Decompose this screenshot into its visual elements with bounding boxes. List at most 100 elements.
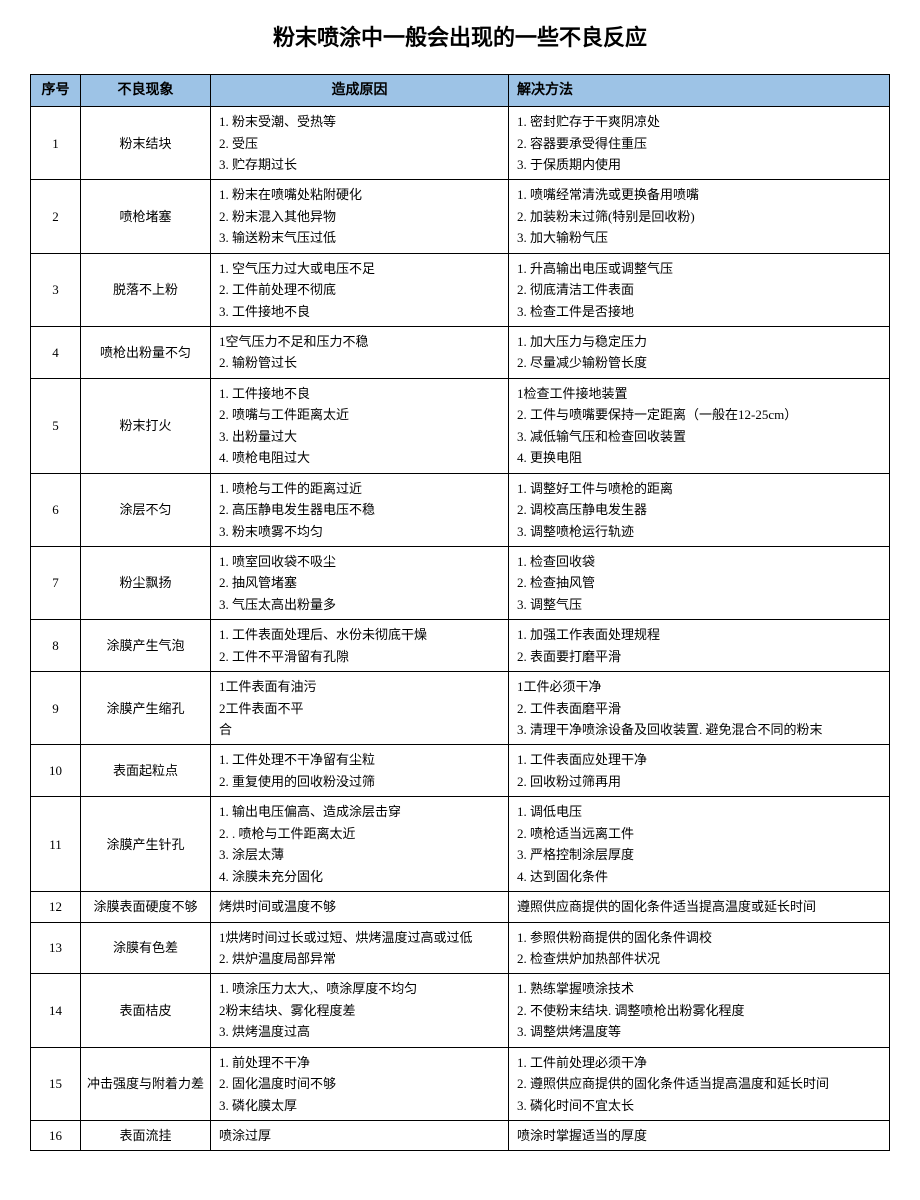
cause-line: 3. 涂层太薄 xyxy=(219,844,502,865)
table-row: 7粉尘飘扬1. 喷室回收袋不吸尘2. 抽风管堵塞3. 气压太高出粉量多1. 检查… xyxy=(31,546,890,619)
cause-line: 1. 喷涂压力太大,、喷涂厚度不均匀 xyxy=(219,978,502,999)
cell-solution: 1. 参照供粉商提供的固化条件调校2. 检查烘炉加热部件状况 xyxy=(509,922,890,974)
solution-line: 3. 清理干净喷涂设备及回收装置. 避免混合不同的粉末 xyxy=(517,719,883,740)
cell-phenomenon: 冲击强度与附着力差 xyxy=(81,1047,211,1120)
solution-line: 1. 密封贮存于干爽阴凉处 xyxy=(517,111,883,132)
table-header-row: 序号 不良现象 造成原因 解决方法 xyxy=(31,75,890,107)
solution-line: 4. 更换电阻 xyxy=(517,447,883,468)
solution-line: 2. 遵照供应商提供的固化条件适当提高温度和延长时间 xyxy=(517,1073,883,1094)
solution-line: 4. 达到固化条件 xyxy=(517,866,883,887)
solution-line: 1. 加大压力与稳定压力 xyxy=(517,331,883,352)
cell-solution: 1. 调低电压2. 喷枪适当远离工件3. 严格控制涂层厚度4. 达到固化条件 xyxy=(509,797,890,892)
solution-line: 1. 加强工作表面处理规程 xyxy=(517,624,883,645)
table-row: 2喷枪堵塞1. 粉末在喷嘴处粘附硬化2. 粉末混入其他异物3. 输送粉末气压过低… xyxy=(31,180,890,253)
cause-line: 1. 输出电压偏高、造成涂层击穿 xyxy=(219,801,502,822)
cell-phenomenon: 表面流挂 xyxy=(81,1121,211,1151)
table-row: 6涂层不匀1. 喷枪与工件的距离过近2. 高压静电发生器电压不稳3. 粉末喷雾不… xyxy=(31,473,890,546)
cause-line: 1空气压力不足和压力不稳 xyxy=(219,331,502,352)
cause-line: 1. 粉末在喷嘴处粘附硬化 xyxy=(219,184,502,205)
cell-cause: 1. 粉末受潮、受热等2. 受压3. 贮存期过长 xyxy=(211,107,509,180)
solution-line: 遵照供应商提供的固化条件适当提高温度或延长时间 xyxy=(517,896,883,917)
header-cause: 造成原因 xyxy=(211,75,509,107)
cell-no: 6 xyxy=(31,473,81,546)
solution-line: 3. 加大输粉气压 xyxy=(517,227,883,248)
solution-line: 3. 检查工件是否接地 xyxy=(517,301,883,322)
table-row: 3脱落不上粉1. 空气压力过大或电压不足2. 工件前处理不彻底3. 工件接地不良… xyxy=(31,253,890,326)
table-row: 8涂膜产生气泡1. 工件表面处理后、水份未彻底干燥2. 工件不平滑留有孔隙1. … xyxy=(31,620,890,672)
cause-line: 合 xyxy=(219,719,502,740)
cell-cause: 1. 喷涂压力太大,、喷涂厚度不均匀2粉末结块、雾化程度差3. 烘烤温度过高 xyxy=(211,974,509,1047)
header-phenomenon: 不良现象 xyxy=(81,75,211,107)
solution-line: 1. 工件前处理必须干净 xyxy=(517,1052,883,1073)
cell-solution: 遵照供应商提供的固化条件适当提高温度或延长时间 xyxy=(509,892,890,922)
cell-no: 5 xyxy=(31,378,81,473)
table-row: 13涂膜有色差1烘烤时间过长或过短、烘烤温度过高或过低2. 烘炉温度局部异常1.… xyxy=(31,922,890,974)
table-row: 12涂膜表面硬度不够烤烘时间或温度不够遵照供应商提供的固化条件适当提高温度或延长… xyxy=(31,892,890,922)
cell-solution: 1. 密封贮存于干爽阴凉处2. 容器要承受得住重压3. 于保质期内使用 xyxy=(509,107,890,180)
solution-line: 3. 调整喷枪运行轨迹 xyxy=(517,521,883,542)
solution-line: 2. 不使粉末结块. 调整喷枪出粉雾化程度 xyxy=(517,1000,883,1021)
table-row: 14表面桔皮1. 喷涂压力太大,、喷涂厚度不均匀2粉末结块、雾化程度差3. 烘烤… xyxy=(31,974,890,1047)
cell-no: 2 xyxy=(31,180,81,253)
table-row: 16表面流挂喷涂过厚喷涂时掌握适当的厚度 xyxy=(31,1121,890,1151)
cell-no: 8 xyxy=(31,620,81,672)
header-solution: 解决方法 xyxy=(509,75,890,107)
cell-cause: 1. 喷室回收袋不吸尘2. 抽风管堵塞3. 气压太高出粉量多 xyxy=(211,546,509,619)
cell-solution: 1. 加强工作表面处理规程2. 表面要打磨平滑 xyxy=(509,620,890,672)
solution-line: 2. 表面要打磨平滑 xyxy=(517,646,883,667)
cell-phenomenon: 涂膜产生气泡 xyxy=(81,620,211,672)
cell-phenomenon: 涂层不匀 xyxy=(81,473,211,546)
solution-line: 1. 熟练掌握喷涂技术 xyxy=(517,978,883,999)
cell-cause: 1烘烤时间过长或过短、烘烤温度过高或过低2. 烘炉温度局部异常 xyxy=(211,922,509,974)
cause-line: 1. 空气压力过大或电压不足 xyxy=(219,258,502,279)
cause-line: 1烘烤时间过长或过短、烘烤温度过高或过低 xyxy=(219,927,502,948)
cause-line: 2. 烘炉温度局部异常 xyxy=(219,948,502,969)
cause-line: 2工件表面不平 xyxy=(219,698,502,719)
solution-line: 1. 喷嘴经常清洗或更换备用喷嘴 xyxy=(517,184,883,205)
solution-line: 3. 调整气压 xyxy=(517,594,883,615)
solution-line: 1. 调整好工件与喷枪的距离 xyxy=(517,478,883,499)
table-row: 10表面起粒点1. 工件处理不干净留有尘粒2. 重复使用的回收粉没过筛1. 工件… xyxy=(31,745,890,797)
cell-solution: 喷涂时掌握适当的厚度 xyxy=(509,1121,890,1151)
solution-line: 3. 于保质期内使用 xyxy=(517,154,883,175)
cause-line: 2. 高压静电发生器电压不稳 xyxy=(219,499,502,520)
cause-line: 1. 工件表面处理后、水份未彻底干燥 xyxy=(219,624,502,645)
cell-no: 16 xyxy=(31,1121,81,1151)
cause-line: 2. 工件前处理不彻底 xyxy=(219,279,502,300)
cell-cause: 烤烘时间或温度不够 xyxy=(211,892,509,922)
cause-line: 2. 喷嘴与工件距离太近 xyxy=(219,404,502,425)
cause-line: 2. 粉末混入其他异物 xyxy=(219,206,502,227)
table-row: 4喷枪出粉量不匀1空气压力不足和压力不稳2. 输粉管过长1. 加大压力与稳定压力… xyxy=(31,327,890,379)
cause-line: 4. 涂膜未充分固化 xyxy=(219,866,502,887)
cause-line: 1. 工件接地不良 xyxy=(219,383,502,404)
solution-line: 2. 工件与喷嘴要保持一定距离（一般在12-25cm） xyxy=(517,404,883,425)
cell-cause: 1. 输出电压偏高、造成涂层击穿2. . 喷枪与工件距离太近3. 涂层太薄4. … xyxy=(211,797,509,892)
cell-phenomenon: 喷枪出粉量不匀 xyxy=(81,327,211,379)
cell-solution: 1. 调整好工件与喷枪的距离2. 调校高压静电发生器3. 调整喷枪运行轨迹 xyxy=(509,473,890,546)
cell-phenomenon: 喷枪堵塞 xyxy=(81,180,211,253)
cause-line: 2. . 喷枪与工件距离太近 xyxy=(219,823,502,844)
solution-line: 喷涂时掌握适当的厚度 xyxy=(517,1125,883,1146)
header-no: 序号 xyxy=(31,75,81,107)
solution-line: 2. 喷枪适当远离工件 xyxy=(517,823,883,844)
cell-solution: 1. 熟练掌握喷涂技术2. 不使粉末结块. 调整喷枪出粉雾化程度3. 调整烘烤温… xyxy=(509,974,890,1047)
cell-solution: 1. 工件前处理必须干净2. 遵照供应商提供的固化条件适当提高温度和延长时间3.… xyxy=(509,1047,890,1120)
cause-line: 1. 粉末受潮、受热等 xyxy=(219,111,502,132)
cause-line: 2. 受压 xyxy=(219,133,502,154)
cause-line: 2. 重复使用的回收粉没过筛 xyxy=(219,771,502,792)
cause-line: 2. 抽风管堵塞 xyxy=(219,572,502,593)
table-row: 9涂膜产生缩孔1工件表面有油污2工件表面不平合1工件必须干净2. 工件表面磨平滑… xyxy=(31,672,890,745)
cause-line: 2. 输粉管过长 xyxy=(219,352,502,373)
solution-line: 2. 彻底清洁工件表面 xyxy=(517,279,883,300)
cell-no: 4 xyxy=(31,327,81,379)
cell-phenomenon: 涂膜产生针孔 xyxy=(81,797,211,892)
cell-cause: 1工件表面有油污2工件表面不平合 xyxy=(211,672,509,745)
solution-line: 2. 检查抽风管 xyxy=(517,572,883,593)
cause-line: 3. 气压太高出粉量多 xyxy=(219,594,502,615)
cell-cause: 1. 空气压力过大或电压不足2. 工件前处理不彻底3. 工件接地不良 xyxy=(211,253,509,326)
cell-phenomenon: 粉末打火 xyxy=(81,378,211,473)
solution-line: 3. 调整烘烤温度等 xyxy=(517,1021,883,1042)
solution-line: 3. 严格控制涂层厚度 xyxy=(517,844,883,865)
cell-cause: 1空气压力不足和压力不稳2. 输粉管过长 xyxy=(211,327,509,379)
cell-no: 15 xyxy=(31,1047,81,1120)
